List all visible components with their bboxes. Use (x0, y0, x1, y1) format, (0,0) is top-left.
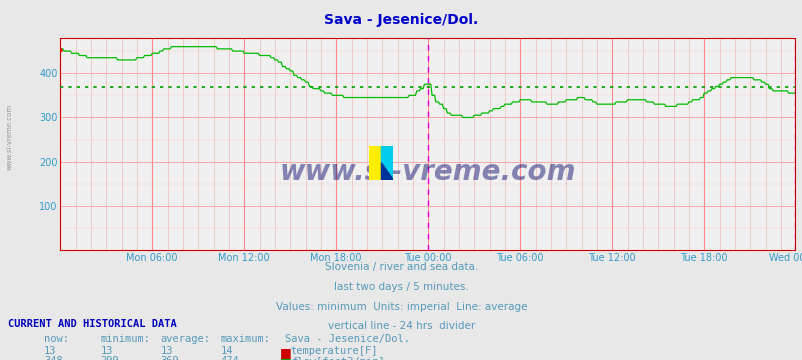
Polygon shape (381, 146, 393, 180)
Polygon shape (381, 163, 393, 180)
Text: 348: 348 (44, 356, 63, 360)
Text: Slovenia / river and sea data.: Slovenia / river and sea data. (325, 262, 477, 272)
Text: vertical line - 24 hrs  divider: vertical line - 24 hrs divider (327, 321, 475, 332)
Text: 13: 13 (44, 346, 57, 356)
Text: maximum:: maximum: (221, 334, 270, 344)
Text: ■: ■ (279, 346, 291, 359)
Text: 474: 474 (221, 356, 239, 360)
Text: 299: 299 (100, 356, 119, 360)
Text: last two days / 5 minutes.: last two days / 5 minutes. (334, 282, 468, 292)
Text: 14: 14 (221, 346, 233, 356)
Text: 13: 13 (160, 346, 173, 356)
Text: temperature[F]: temperature[F] (290, 346, 378, 356)
Text: CURRENT AND HISTORICAL DATA: CURRENT AND HISTORICAL DATA (8, 319, 176, 329)
Text: www.si-vreme.com: www.si-vreme.com (6, 104, 13, 170)
Text: www.si-vreme.com: www.si-vreme.com (279, 158, 575, 186)
Text: average:: average: (160, 334, 210, 344)
Polygon shape (369, 146, 381, 180)
Text: Sava - Jesenice/Dol.: Sava - Jesenice/Dol. (285, 334, 410, 344)
Text: 13: 13 (100, 346, 113, 356)
Text: now:: now: (44, 334, 69, 344)
Text: Sava - Jesenice/Dol.: Sava - Jesenice/Dol. (324, 13, 478, 27)
Text: ■: ■ (279, 356, 291, 360)
Text: 369: 369 (160, 356, 179, 360)
Text: flow[foot3/min]: flow[foot3/min] (290, 356, 384, 360)
Text: minimum:: minimum: (100, 334, 150, 344)
Text: Values: minimum  Units: imperial  Line: average: Values: minimum Units: imperial Line: av… (275, 302, 527, 312)
